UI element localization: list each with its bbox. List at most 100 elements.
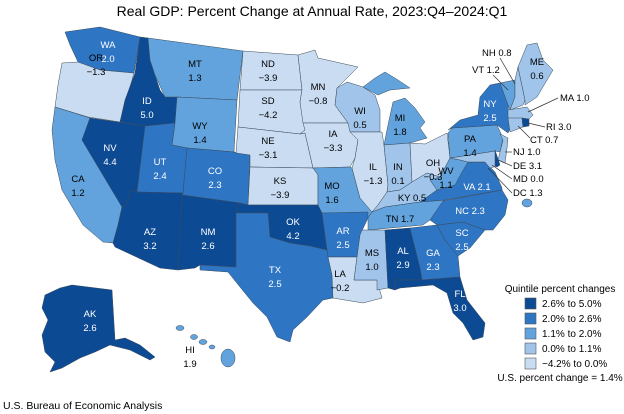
state-value: −3.9 [271,190,290,201]
state-hi-island[interactable] [220,348,236,368]
state-code: PA [464,134,477,145]
state-label-co: CO 2.3 [208,166,222,191]
state-ny[interactable] [447,82,511,134]
state-label-al: AL 2.9 [396,246,409,271]
state-value: 2.3 [208,180,221,191]
state-code: CA [71,174,85,185]
state-label-ak: AK 2.6 [83,309,97,334]
state-code: CO [208,166,222,177]
state-value: 3.1 [529,161,542,172]
state-code: NY [483,99,497,110]
state-value: −0.2 [331,283,350,294]
state-ct[interactable] [507,117,524,133]
state-label-ri: RI 3.0 [546,122,571,133]
callout-line-md [491,164,513,180]
state-code: MI [395,113,406,124]
state-value: 1.9 [183,359,196,370]
state-value: 0.6 [530,71,543,82]
state-code: MN [311,82,326,93]
state-value: 2.5 [268,279,281,290]
state-value: 1.2 [71,188,84,199]
state-label-mi: MI 1.8 [393,113,406,138]
state-label-nd: ND −3.9 [259,59,278,84]
state-label-il: IL −1.3 [364,162,383,187]
state-code: WY [192,121,208,132]
state-ak[interactable] [41,284,156,373]
state-label-ms: MS 1.0 [365,248,379,273]
legend-swatch [524,342,537,355]
state-value: −1.3 [364,176,383,187]
state-label-nv: NV 4.4 [103,143,117,168]
state-mi[interactable] [383,97,428,146]
state-value: 2.1 [477,182,490,193]
callout-line-ct [517,125,531,139]
state-value: 2.0 [101,54,114,65]
state-value: −3.1 [259,150,278,161]
state-value: 1.3 [529,188,542,199]
state-hi-island[interactable] [198,339,208,345]
state-code: WI [354,106,366,117]
state-fl[interactable] [394,276,486,341]
state-value: 1.2 [487,65,500,76]
state-hi-island[interactable] [208,344,216,350]
legend-swatch [524,297,537,310]
state-label-ca: CA 1.2 [71,174,85,199]
state-label-ks: KS −3.9 [271,176,290,201]
state-label-ky: KY 0.5 [398,193,426,204]
state-ri[interactable] [521,117,530,128]
state-value: 2.5 [483,113,496,124]
state-label-ne: NE −3.1 [259,136,278,161]
state-code: DC [513,188,527,199]
state-mi-upper[interactable] [362,71,411,96]
state-code: SD [261,96,274,107]
state-value: 2.3 [426,262,439,273]
state-label-tn: TN 1.7 [386,214,415,225]
state-mt[interactable] [147,37,244,101]
state-value: 2.6 [201,241,214,252]
state-code: MT [188,59,202,70]
state-code: KS [274,176,287,187]
state-nc[interactable] [429,189,509,231]
state-code: CT [530,135,543,146]
state-value: −3.9 [259,73,278,84]
state-label-oh: OH −0.3 [424,158,443,183]
state-code: RI [546,122,556,133]
state-code: OH [426,158,440,169]
state-label-wa: WA 2.0 [101,40,117,65]
legend-label: 2.6% to 5.0% [542,299,602,310]
state-code: NE [261,136,274,147]
state-value: 1.1 [439,180,452,191]
state-value: 1.7 [401,214,414,225]
state-tx[interactable] [199,212,334,343]
state-value: 0.7 [545,135,558,146]
state-value: −4.2 [259,110,278,121]
state-code: VT [472,65,484,76]
state-code: SC [455,228,468,239]
state-hi-island[interactable] [190,334,198,340]
state-label-nh: NH 0.8 [482,48,512,59]
state-nd[interactable] [239,50,303,91]
state-value: 4.4 [103,157,116,168]
state-me[interactable] [517,42,554,106]
state-value: 1.8 [393,127,406,138]
state-label-fl: FL 3.0 [453,289,466,314]
state-az[interactable] [112,189,184,271]
state-code: TX [269,265,282,276]
state-label-sc: SC 2.5 [455,228,468,253]
state-label-ut: UT 2.4 [153,157,166,182]
callout-line-ri [527,122,546,128]
state-label-mn: MN −0.8 [309,82,328,107]
state-value: 5.0 [140,110,153,121]
state-dc-marker[interactable] [521,198,533,208]
state-code: KY [398,193,411,204]
state-wi[interactable] [334,81,381,133]
state-label-ny: NY 2.5 [483,99,497,124]
state-label-ga: GA 2.3 [426,248,440,273]
state-label-pa: PA 1.4 [463,134,476,159]
state-value: 3.2 [143,241,156,252]
state-ma[interactable] [507,106,534,121]
state-value: 1.0 [365,262,378,273]
state-hi-island[interactable] [175,325,185,331]
state-label-ok: OK 4.2 [286,217,300,242]
